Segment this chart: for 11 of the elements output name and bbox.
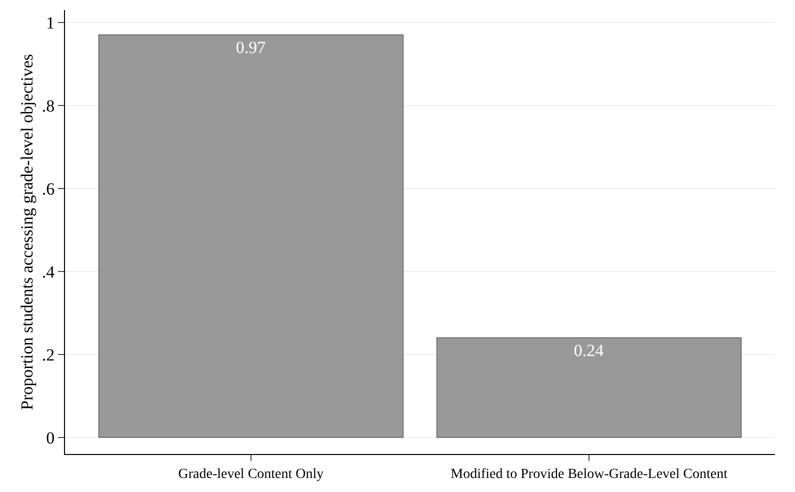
- data-label: 0.97: [236, 38, 266, 57]
- y-tick-label: .4: [42, 262, 56, 282]
- y-tick-label: .6: [42, 179, 55, 198]
- y-tick-label: 0: [46, 428, 55, 448]
- x-tick-label: Modified to Provide Below-Grade-Level Content: [450, 466, 728, 482]
- y-tick-label: 1: [46, 13, 55, 32]
- y-tick-label: .2: [42, 345, 55, 364]
- data-label: 0.24: [574, 340, 604, 360]
- x-tick-label: Grade-level Content Only: [178, 466, 324, 482]
- y-axis-title: Proportion students accessing grade-level objectives: [17, 54, 36, 410]
- y-tick-label: .8: [42, 96, 55, 116]
